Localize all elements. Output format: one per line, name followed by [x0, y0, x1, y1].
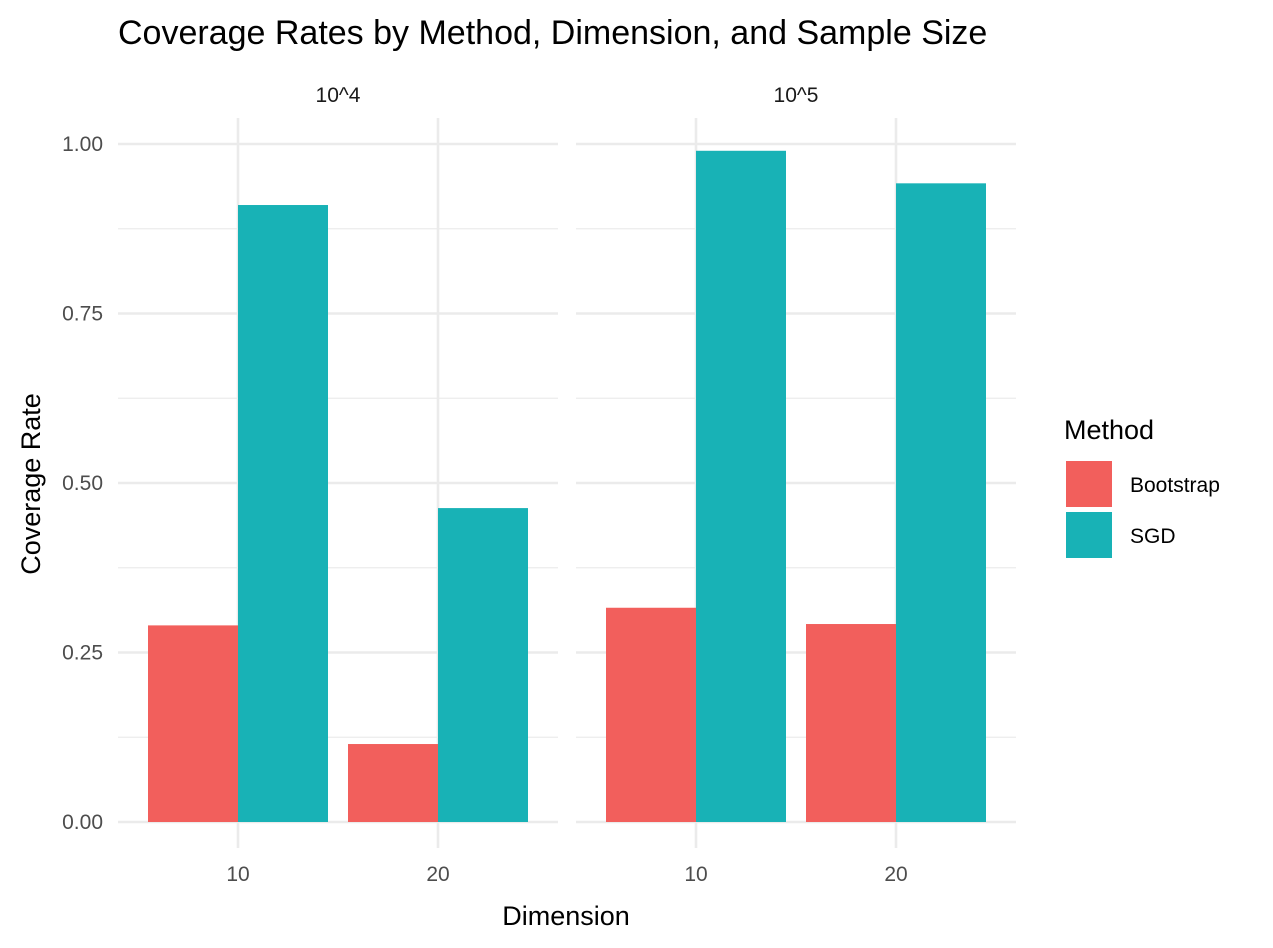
facet-panels: 10 20 10^4 10 20 10^5 0.00 0.25 0.50 0.75 1.00 [62, 84, 1016, 886]
y-tick-label: 0.75 [62, 303, 103, 326]
legend-key-sgd [1066, 512, 1112, 558]
legend-label-bootstrap: Bootstrap [1130, 474, 1220, 497]
legend-label-sgd: SGD [1130, 525, 1176, 548]
x-tick-label: 10 [226, 863, 249, 886]
facet-panel: 10 20 10^4 [118, 84, 558, 886]
facet-strip-label: 10^4 [316, 84, 361, 107]
bar-bootstrap-dim-10 [606, 607, 696, 822]
y-tick-label: 0.00 [62, 811, 103, 834]
y-axis-title: Coverage Rate [16, 393, 46, 575]
x-tick-label: 20 [884, 863, 907, 886]
bar-bootstrap-dim-20 [806, 624, 896, 822]
y-tick-label: 0.50 [62, 472, 103, 495]
y-tick-label: 1.00 [62, 133, 103, 156]
x-tick-label: 10 [684, 863, 707, 886]
chart-title: Coverage Rates by Method, Dimension, and… [118, 14, 987, 52]
facet-panel: 10 20 10^5 [576, 84, 1016, 886]
bar-sgd-dim-20 [438, 508, 528, 822]
x-axis-title: Dimension [502, 901, 630, 931]
x-tick-label: 20 [426, 863, 449, 886]
bar-sgd-dim-10 [238, 205, 328, 822]
y-tick-label: 0.25 [62, 642, 103, 665]
legend: Method Bootstrap SGD [1064, 415, 1220, 558]
bar-bootstrap-dim-20 [348, 744, 438, 822]
legend-key-bootstrap [1066, 461, 1112, 507]
bar-bootstrap-dim-10 [148, 625, 238, 822]
bar-sgd-dim-10 [696, 150, 786, 822]
legend-title: Method [1064, 415, 1154, 445]
facet-strip-label: 10^5 [774, 84, 819, 107]
bar-sgd-dim-20 [896, 183, 986, 823]
